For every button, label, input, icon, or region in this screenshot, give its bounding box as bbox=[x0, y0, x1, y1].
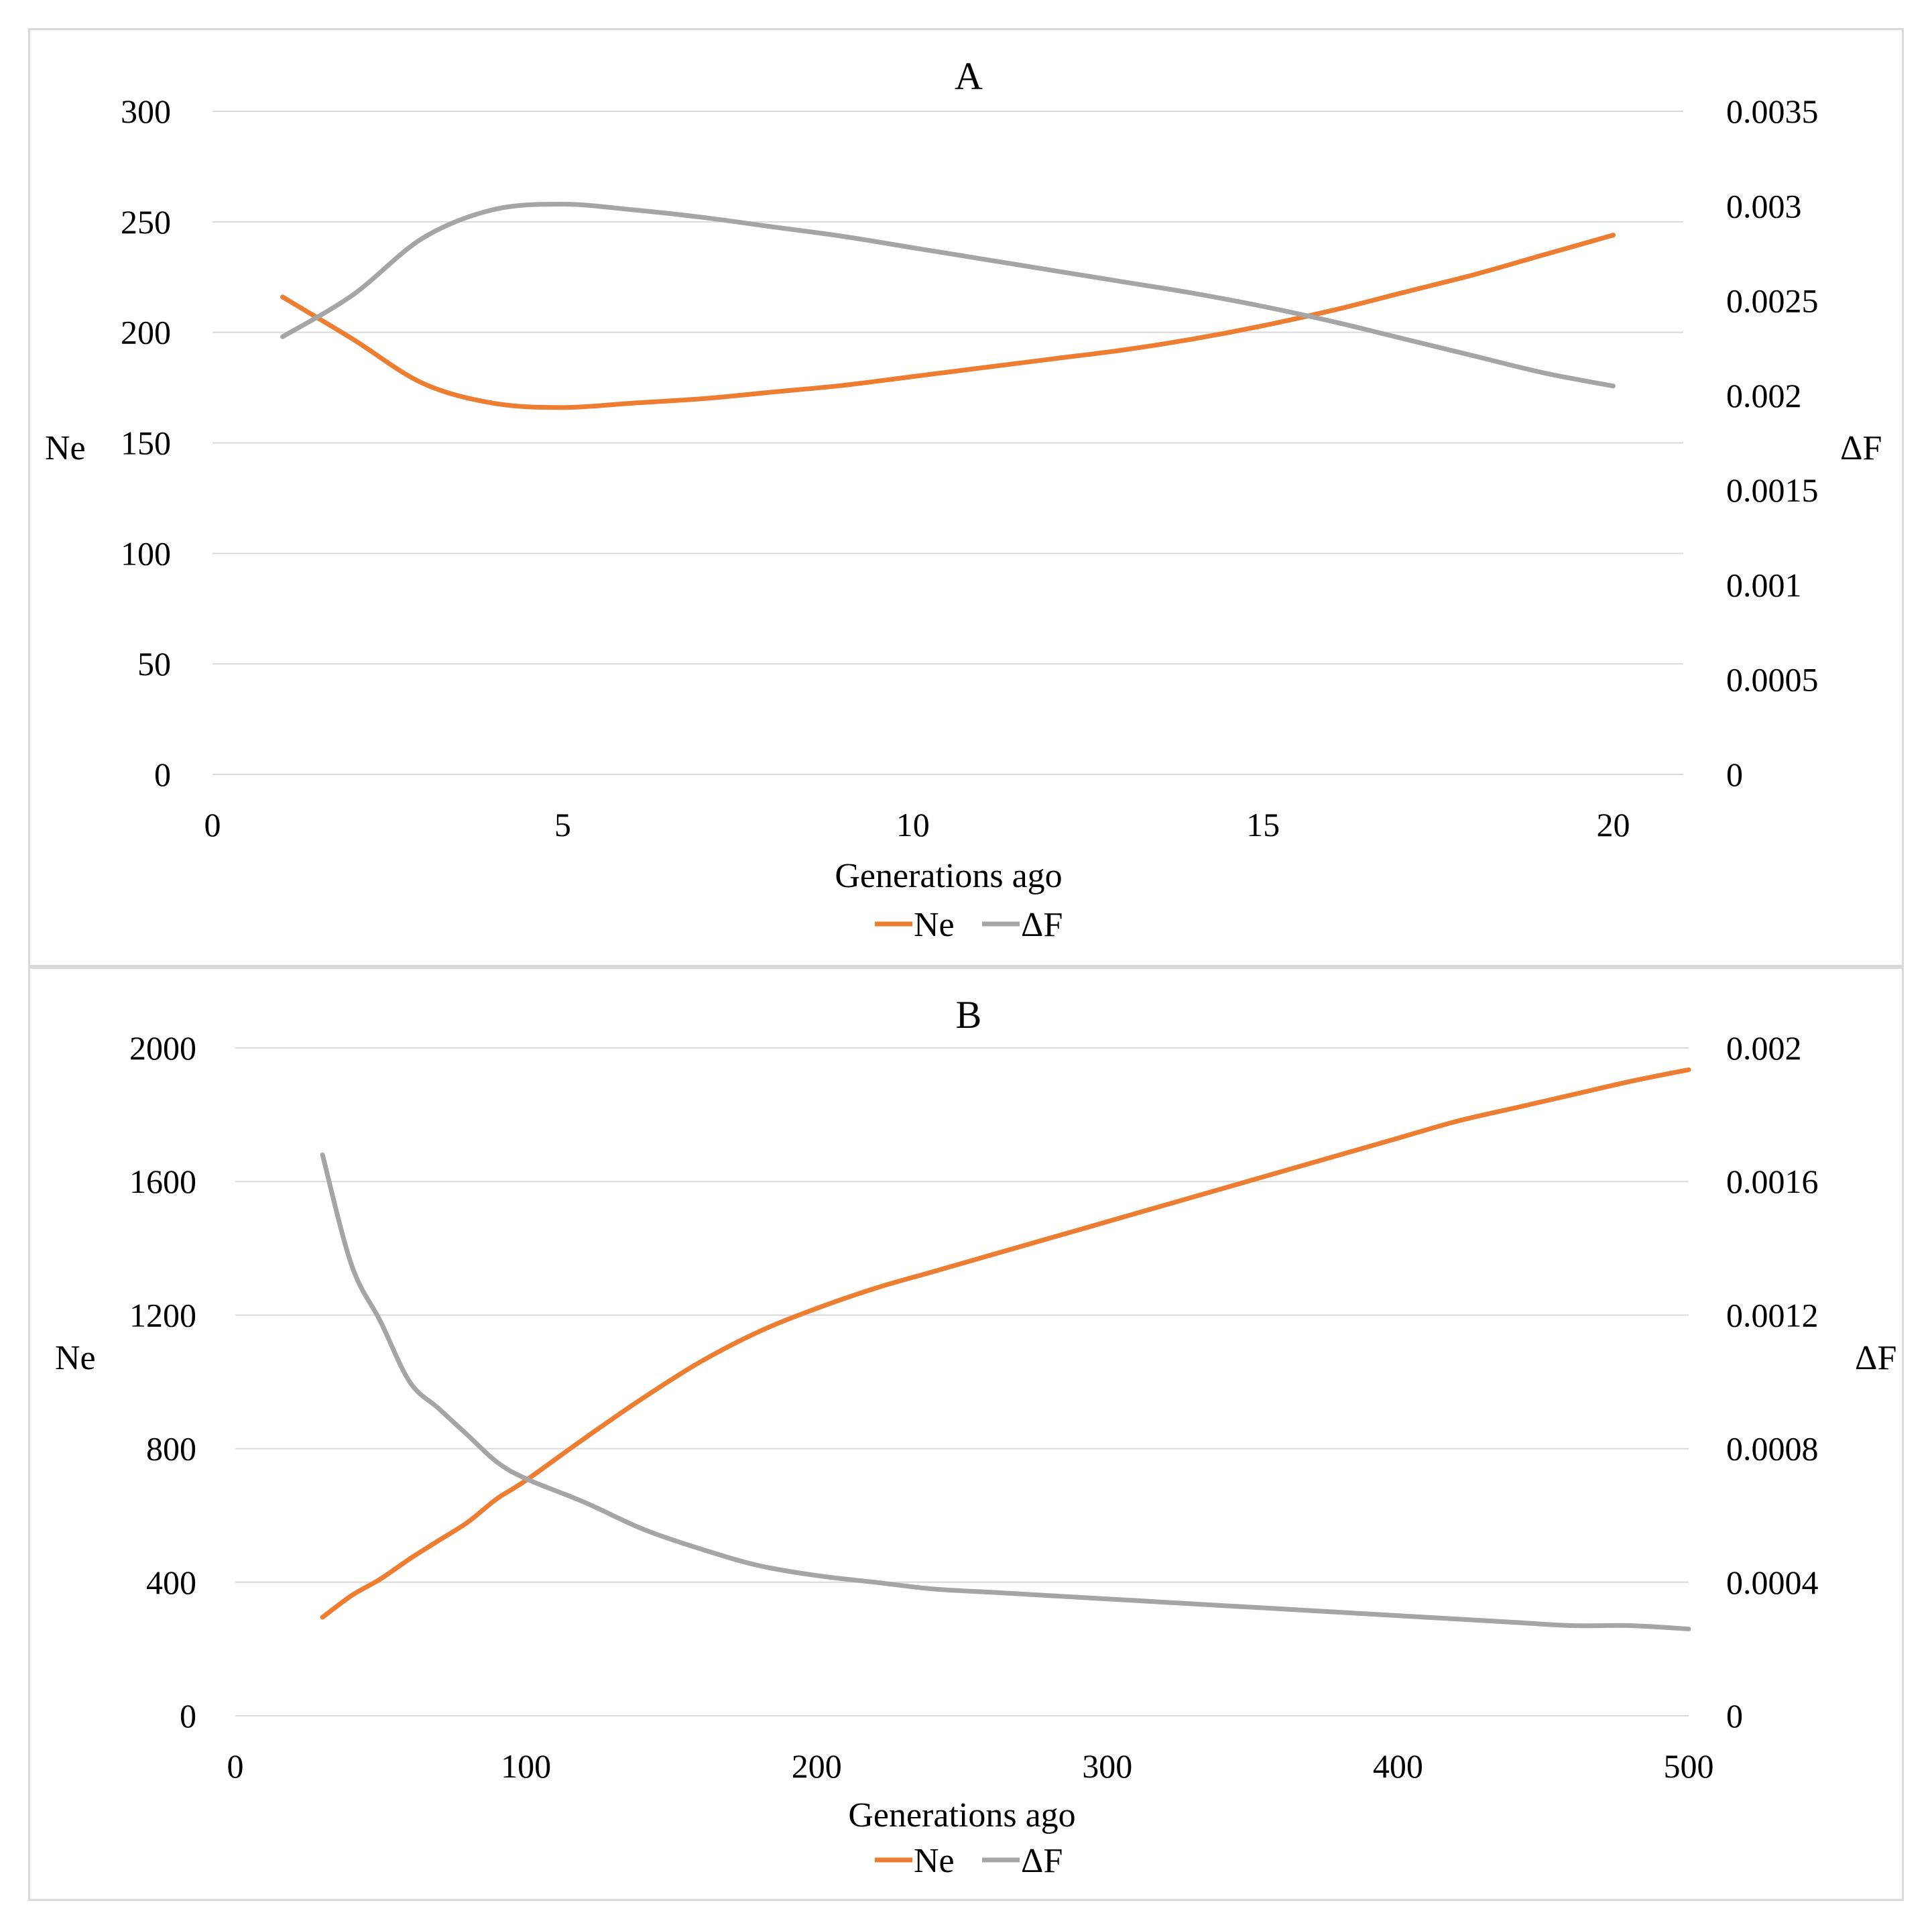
y-axis-title: Ne bbox=[55, 1339, 96, 1377]
y2-tick-label: 0.0005 bbox=[1726, 661, 1819, 699]
series-line-delta-f bbox=[280, 202, 1616, 389]
y-tick-label: 50 bbox=[137, 645, 171, 683]
x-tick-label: 200 bbox=[792, 1747, 842, 1785]
y2-tick-label: 0.0012 bbox=[1726, 1296, 1819, 1334]
x-tick-label: 100 bbox=[501, 1747, 551, 1785]
chart-title: A bbox=[955, 54, 983, 98]
y2-tick-label: 0 bbox=[1726, 1697, 1743, 1735]
x-tick-label: 300 bbox=[1082, 1747, 1132, 1785]
y-tick-label: 1600 bbox=[129, 1163, 196, 1200]
y2-axis-title: ΔF bbox=[1855, 1339, 1896, 1377]
y-tick-label: 250 bbox=[121, 203, 171, 241]
legend-label: ΔF bbox=[1021, 906, 1063, 944]
chart-panel-a: 0 50 100 150 200 250 300 0 0.0005 0.001 0.0015 0.00… bbox=[28, 28, 1904, 967]
y-tick-label: 150 bbox=[121, 424, 171, 462]
y2-tick-label: 0.0008 bbox=[1726, 1430, 1819, 1468]
y2-tick-label: 0.001 bbox=[1726, 566, 1802, 603]
y-tick-label: 200 bbox=[121, 314, 171, 351]
y2-tick-label: 0.0025 bbox=[1726, 282, 1819, 320]
chart-b-svg: 040080012001600200000.00040.00080.00120.… bbox=[55, 993, 1896, 1880]
legend-label: Ne bbox=[914, 906, 955, 944]
y2-axis-title: ΔF bbox=[1840, 429, 1882, 467]
legend-label: ΔF bbox=[1021, 1842, 1063, 1880]
y-tick-label: 400 bbox=[146, 1564, 196, 1601]
y2-tick-label: 0.0035 bbox=[1726, 93, 1819, 130]
x-tick-label: 0 bbox=[227, 1747, 244, 1785]
y-tick-label: 100 bbox=[121, 534, 171, 572]
y-tick-label: 300 bbox=[121, 93, 171, 130]
x-axis-title: Generations ago bbox=[835, 857, 1062, 895]
y-tick-label: 2000 bbox=[129, 1029, 196, 1067]
legend-label: Ne bbox=[914, 1842, 955, 1880]
chart-a-svg: 05010015020025030000.00050.0010.00150.00… bbox=[45, 54, 1882, 944]
x-tick-label: 15 bbox=[1246, 806, 1280, 843]
y-tick-label: 0 bbox=[180, 1697, 196, 1735]
series-line-ne bbox=[320, 1067, 1691, 1620]
y-tick-label: 800 bbox=[146, 1430, 196, 1468]
x-tick-label: 20 bbox=[1597, 806, 1630, 843]
x-tick-label: 0 bbox=[204, 806, 221, 843]
x-tick-label: 400 bbox=[1373, 1747, 1423, 1785]
y2-tick-label: 0.0015 bbox=[1726, 471, 1819, 509]
x-tick-label: 5 bbox=[554, 806, 571, 843]
chart-title: B bbox=[956, 993, 982, 1037]
y-tick-label: 1200 bbox=[129, 1296, 196, 1334]
y2-tick-label: 0.002 bbox=[1726, 377, 1802, 414]
series-line-ne bbox=[280, 233, 1616, 410]
y2-tick-label: 0.0016 bbox=[1726, 1163, 1819, 1200]
x-axis-title: Generations ago bbox=[848, 1796, 1075, 1834]
y-tick-label: 0 bbox=[154, 756, 171, 793]
x-tick-label: 10 bbox=[896, 806, 930, 843]
x-tick-label: 500 bbox=[1664, 1747, 1714, 1785]
y2-tick-label: 0.0004 bbox=[1726, 1564, 1819, 1601]
y-axis-title: Ne bbox=[45, 429, 86, 467]
y2-tick-label: 0.003 bbox=[1726, 187, 1802, 225]
y2-tick-label: 0.002 bbox=[1726, 1029, 1802, 1067]
chart-panel-b: 0 400 800 1200 1600 2000 0 0.0004 0.0008 0.0012 0.… bbox=[28, 967, 1904, 1901]
series-line-delta-f bbox=[320, 1152, 1691, 1631]
y2-tick-label: 0 bbox=[1726, 756, 1743, 793]
